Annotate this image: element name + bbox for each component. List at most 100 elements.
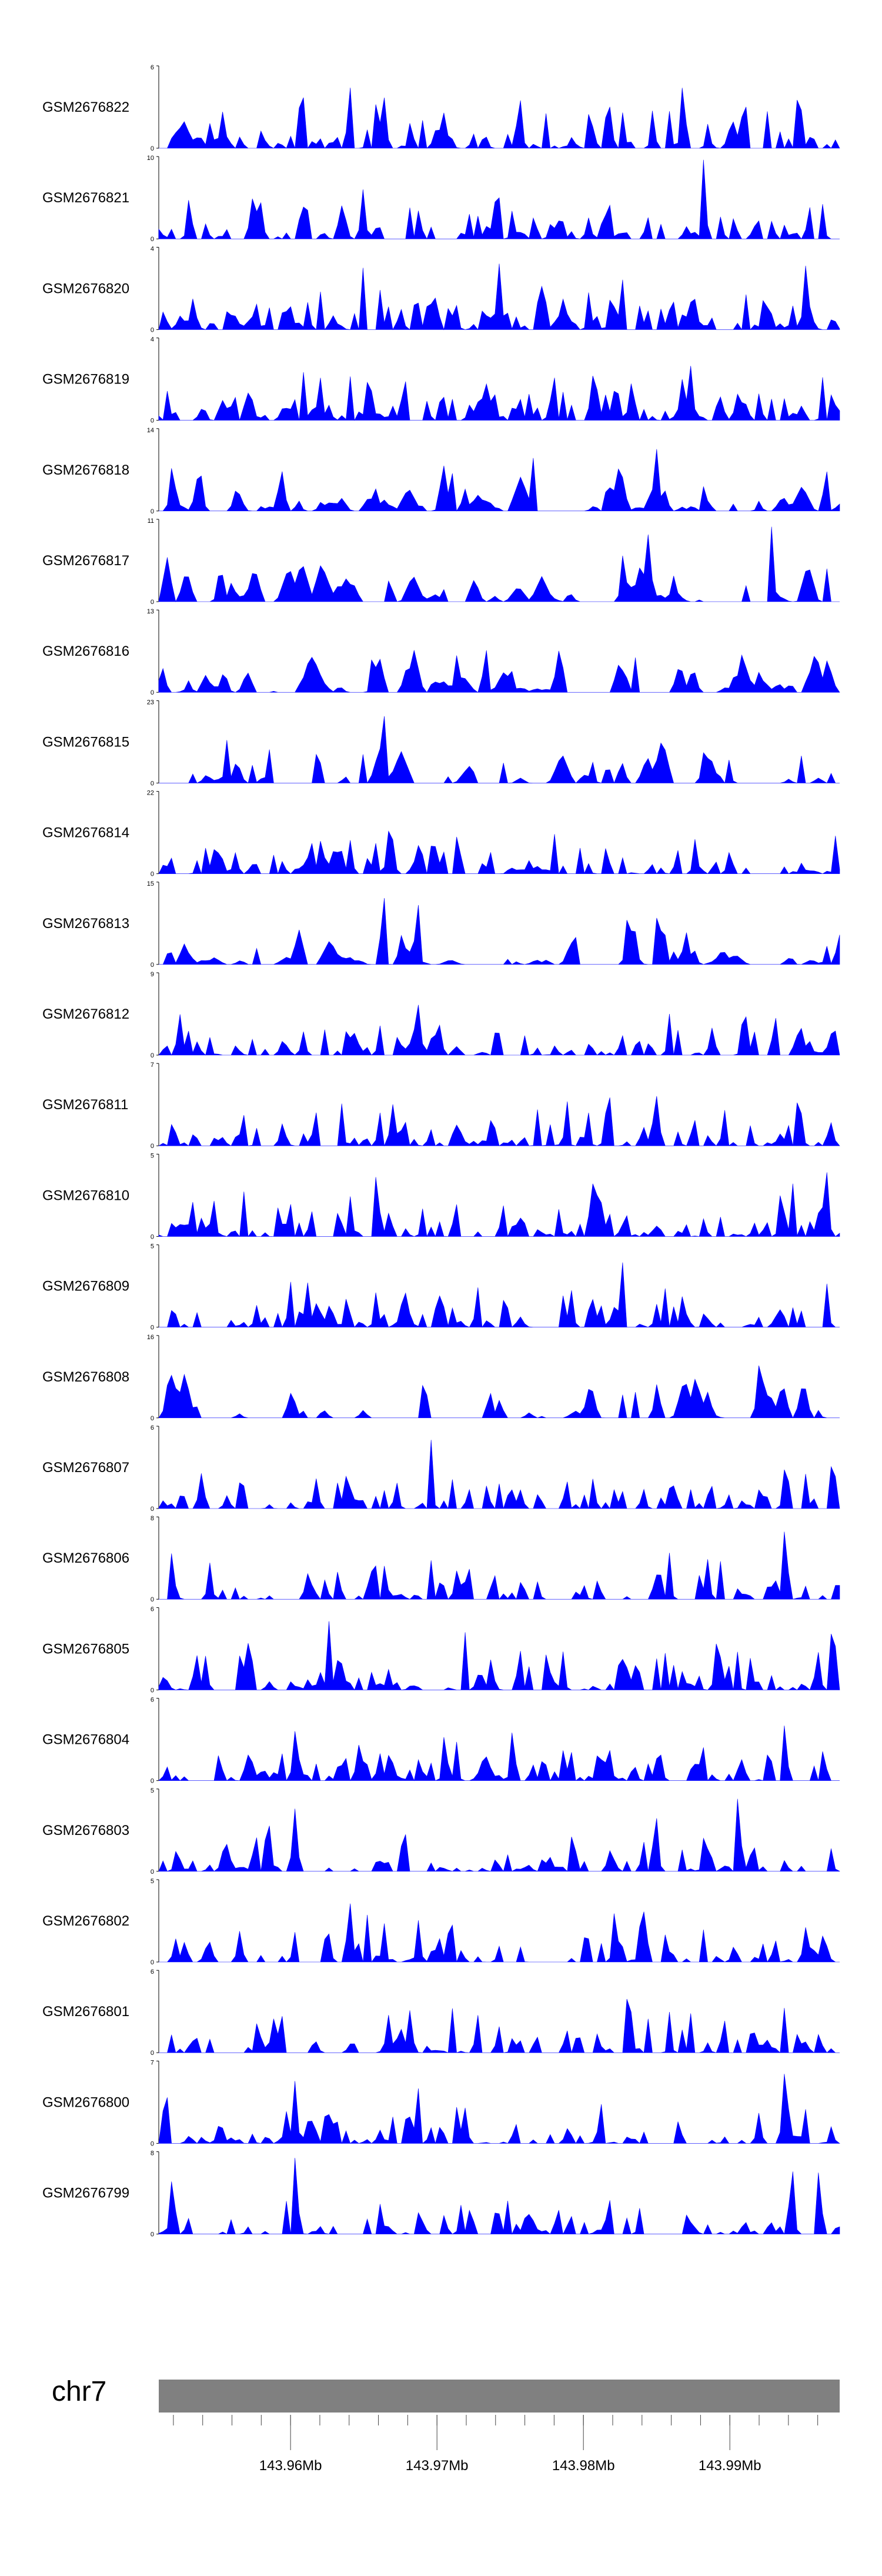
track-label: GSM2676801 [42, 2004, 129, 2020]
coverage-area [159, 1531, 840, 1600]
y-axis-max-label: 14 [147, 427, 154, 434]
track-GSM2676815: GSM2676815 23 0 [42, 699, 840, 787]
track-GSM2676822: GSM2676822 6 0 [42, 64, 840, 152]
chromosome-ideogram [159, 2380, 840, 2413]
y-axis-max-label: 8 [151, 1515, 154, 1522]
coverage-area [159, 1262, 840, 1328]
axis-tick-label: 143.96Mb [259, 2458, 322, 2474]
y-axis-zero-label: 0 [151, 145, 154, 152]
y-axis-max-label: 7 [151, 1062, 154, 1069]
track-GSM2676805: GSM2676805 6 0 [42, 1606, 840, 1694]
track-GSM2676811: GSM2676811 7 0 [42, 1062, 840, 1150]
y-axis-max-label: 9 [151, 971, 154, 978]
chromosome-label: chr7 [52, 2376, 106, 2407]
track-label: GSM2676809 [42, 1279, 129, 1294]
coverage-area [158, 1172, 840, 1237]
track-GSM2676809: GSM2676809 5 0 [42, 1243, 840, 1332]
y-axis-zero-label: 0 [151, 1415, 154, 1422]
track-label: GSM2676800 [42, 2094, 129, 2110]
track-GSM2676806: GSM2676806 8 0 [42, 1515, 840, 1603]
coverage-area [158, 526, 840, 602]
track-GSM2676817: GSM2676817 11 0 [42, 518, 840, 606]
y-axis-max-label: 5 [151, 1243, 154, 1250]
track-GSM2676803: GSM2676803 5 0 [42, 1787, 840, 1876]
coverage-area [159, 449, 840, 512]
y-axis-max-label: 13 [147, 608, 154, 615]
track-label: GSM2676803 [42, 1823, 129, 1838]
y-axis-max-label: 10 [147, 155, 154, 162]
y-axis-max-label: 22 [147, 790, 154, 797]
coverage-area [158, 2158, 840, 2235]
coverage-area [158, 2074, 840, 2144]
y-axis-max-label: 5 [151, 1878, 154, 1885]
track-GSM2676812: GSM2676812 9 0 [42, 971, 840, 1059]
y-axis-zero-label: 0 [151, 326, 154, 333]
coverage-area [158, 159, 840, 239]
coverage-area [158, 1005, 840, 1056]
y-axis-zero-label: 0 [151, 1778, 154, 1785]
y-axis-zero-label: 0 [151, 2231, 154, 2238]
track-GSM2676819: GSM2676819 4 0 [42, 336, 840, 425]
coverage-area [158, 1621, 840, 1691]
track-GSM2676808: GSM2676808 16 0 [42, 1334, 840, 1422]
track-GSM2676799: GSM2676799 8 0 [42, 2150, 840, 2238]
track-label: GSM2676804 [42, 1732, 129, 1748]
track-GSM2676818: GSM2676818 14 0 [42, 427, 840, 515]
track-label: GSM2676816 [42, 643, 129, 659]
coverage-area [158, 1440, 840, 1510]
y-axis-max-label: 7 [151, 2059, 154, 2066]
y-axis-max-label: 15 [147, 880, 154, 887]
track-GSM2676814: GSM2676814 22 0 [42, 790, 840, 878]
track-label: GSM2676812 [42, 1006, 129, 1022]
y-axis-max-label: 23 [147, 699, 154, 706]
y-axis-zero-label: 0 [151, 871, 154, 878]
y-axis-max-label: 6 [151, 1968, 154, 1976]
track-label: GSM2676822 [42, 99, 129, 115]
track-label: GSM2676821 [42, 190, 129, 206]
track-GSM2676807: GSM2676807 6 0 [42, 1424, 840, 1513]
coverage-area [158, 1726, 840, 1781]
y-axis-zero-label: 0 [151, 236, 154, 243]
track-GSM2676813: GSM2676813 15 0 [42, 880, 840, 969]
y-axis-zero-label: 0 [151, 1596, 154, 1603]
y-axis-zero-label: 0 [151, 780, 154, 787]
y-axis-zero-label: 0 [151, 1959, 154, 1966]
y-axis-zero-label: 0 [151, 1233, 154, 1240]
y-axis-max-label: 4 [151, 336, 154, 343]
axis-tick-label: 143.99Mb [699, 2458, 761, 2474]
y-axis-max-label: 5 [151, 1787, 154, 1794]
y-axis-max-label: 6 [151, 64, 154, 71]
axis-tick-label: 143.98Mb [552, 2458, 615, 2474]
track-label: GSM2676811 [42, 1097, 128, 1113]
track-GSM2676801: GSM2676801 6 0 [42, 1968, 840, 2057]
y-axis-max-label: 11 [148, 518, 154, 525]
track-label: GSM2676814 [42, 825, 129, 841]
coverage-area [158, 830, 840, 875]
track-label: GSM2676799 [42, 2185, 129, 2201]
track-GSM2676804: GSM2676804 6 0 [42, 1697, 840, 1785]
track-label: GSM2676807 [42, 1460, 129, 1476]
track-GSM2676820: GSM2676820 4 0 [42, 245, 840, 333]
coverage-area [158, 1798, 840, 1872]
y-axis-zero-label: 0 [151, 418, 154, 425]
track-GSM2676800: GSM2676800 7 0 [42, 2059, 840, 2147]
coverage-area [158, 366, 840, 421]
coverage-area [159, 1903, 840, 1963]
y-axis-max-label: 8 [151, 2150, 154, 2157]
track-label: GSM2676817 [42, 553, 129, 569]
coverage-area [158, 263, 840, 331]
y-axis-zero-label: 0 [151, 2140, 154, 2147]
y-axis-max-label: 6 [151, 1424, 154, 1432]
coverage-area [158, 1096, 840, 1147]
y-axis-zero-label: 0 [151, 1324, 154, 1332]
coverage-area [159, 897, 840, 965]
y-axis-max-label: 5 [151, 1152, 154, 1159]
track-label: GSM2676819 [42, 372, 129, 388]
y-axis-max-label: 6 [151, 1606, 154, 1613]
y-axis-zero-label: 0 [151, 1143, 154, 1150]
y-axis-zero-label: 0 [151, 599, 154, 606]
track-label: GSM2676815 [42, 734, 129, 750]
track-label: GSM2676806 [42, 1550, 129, 1566]
track-label: GSM2676813 [42, 916, 129, 932]
y-axis-zero-label: 0 [151, 689, 154, 696]
